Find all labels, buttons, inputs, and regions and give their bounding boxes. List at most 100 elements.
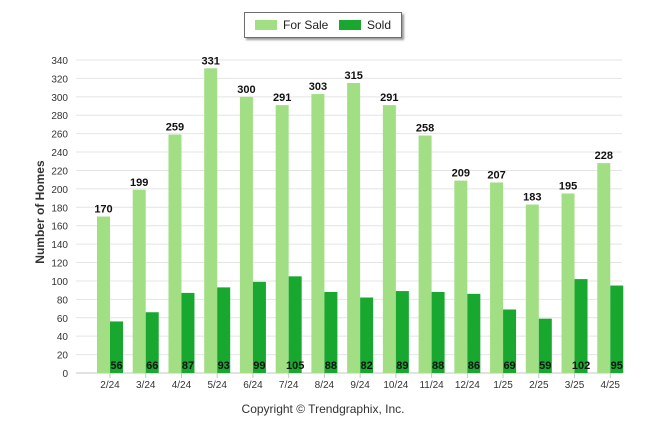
x-tick-label: 5/24 — [207, 380, 227, 391]
data-label-for-sale: 209 — [452, 168, 470, 180]
data-label-sold: 86 — [468, 360, 480, 372]
bar-for-sale — [132, 189, 146, 373]
bar-for-sale — [347, 83, 361, 373]
legend-label-sold: Sold — [367, 18, 392, 32]
bar-for-sale — [239, 96, 253, 373]
bar-sold — [360, 297, 374, 373]
bar-for-sale — [454, 180, 468, 373]
bar-for-sale — [418, 135, 432, 373]
y-tick-label: 40 — [57, 332, 69, 343]
data-label-for-sale: 199 — [130, 177, 148, 189]
legend-swatch-sold — [339, 20, 361, 30]
data-label-sold: 95 — [611, 360, 623, 372]
data-label-sold: 56 — [110, 360, 122, 372]
x-tick-label: 3/25 — [565, 380, 585, 391]
bar-for-sale — [382, 105, 396, 373]
bar-sold — [395, 291, 409, 373]
x-tick-label: 12/24 — [455, 380, 480, 391]
data-label-for-sale: 258 — [416, 122, 434, 134]
y-tick-label: 100 — [51, 277, 68, 288]
data-label-sold: 93 — [218, 360, 230, 372]
y-tick-label: 280 — [51, 111, 68, 122]
y-tick-label: 260 — [51, 130, 68, 141]
data-label-sold: 89 — [396, 360, 408, 372]
y-tick-label: 160 — [51, 222, 68, 233]
x-tick-label: 8/24 — [315, 380, 335, 391]
data-label-sold: 69 — [503, 360, 515, 372]
bar-for-sale — [490, 182, 504, 373]
legend-item-for-sale: For Sale — [255, 18, 328, 32]
y-tick-label: 200 — [51, 185, 68, 196]
x-tick-label: 1/25 — [493, 380, 513, 391]
x-tick-label: 11/24 — [419, 380, 444, 391]
bar-sold — [503, 309, 517, 373]
bar-sold — [181, 292, 195, 373]
y-tick-label: 180 — [51, 203, 68, 214]
bar-sold — [574, 279, 588, 373]
data-label-sold: 105 — [286, 360, 304, 372]
y-tick-label: 320 — [51, 74, 68, 85]
data-label-for-sale: 259 — [166, 122, 184, 134]
data-label-for-sale: 170 — [94, 204, 112, 216]
bar-for-sale — [168, 134, 182, 373]
data-label-for-sale: 183 — [523, 192, 541, 204]
bar-for-sale — [97, 216, 110, 373]
data-label-sold: 87 — [182, 360, 194, 372]
bar-for-sale — [204, 68, 218, 374]
x-tick-label: 2/25 — [529, 380, 549, 391]
y-tick-label: 220 — [51, 166, 68, 177]
bar-for-sale — [311, 94, 325, 373]
y-tick-label: 80 — [57, 295, 69, 306]
x-tick-label: 7/24 — [279, 380, 299, 391]
y-tick-label: 340 — [51, 56, 68, 67]
bar-sold — [538, 318, 552, 373]
y-tick-label: 300 — [51, 93, 68, 104]
data-label-sold: 88 — [325, 360, 337, 372]
data-label-sold: 66 — [146, 360, 158, 372]
data-label-for-sale: 195 — [559, 180, 577, 192]
bar-sold — [610, 285, 624, 373]
x-tick-label: 2/24 — [100, 380, 120, 391]
legend-swatch-for-sale — [255, 20, 277, 30]
bar-sold — [467, 293, 481, 373]
data-label-for-sale: 291 — [273, 92, 291, 104]
copyright-text: Copyright © Trendgraphix, Inc. — [241, 402, 405, 416]
data-label-for-sale: 291 — [380, 92, 398, 104]
data-label-sold: 88 — [432, 360, 444, 372]
data-label-for-sale: 228 — [595, 150, 613, 162]
data-label-for-sale: 331 — [202, 55, 220, 67]
bar-sold — [324, 291, 338, 373]
legend-label-for-sale: For Sale — [283, 18, 329, 32]
y-tick-label: 240 — [51, 148, 68, 159]
bar-sold — [431, 291, 445, 373]
data-label-sold: 59 — [539, 360, 551, 372]
data-label-sold: 82 — [361, 360, 373, 372]
y-tick-label: 20 — [57, 351, 69, 362]
y-tick-label: 140 — [51, 240, 68, 251]
y-tick-label: 60 — [57, 314, 69, 325]
y-tick-label: 120 — [51, 259, 68, 270]
bar-sold — [252, 281, 266, 373]
data-label-for-sale: 300 — [237, 84, 255, 96]
y-tick-label: 0 — [62, 369, 68, 380]
bar-sold — [217, 287, 231, 373]
x-tick-label: 10/24 — [383, 380, 408, 391]
x-tick-label: 4/25 — [601, 380, 621, 391]
bar-for-sale — [525, 204, 539, 373]
bar-for-sale — [275, 105, 289, 373]
data-label-for-sale: 207 — [487, 169, 505, 181]
x-tick-label: 9/24 — [350, 380, 370, 391]
legend-item-sold: Sold — [339, 18, 391, 32]
x-tick-label: 6/24 — [243, 380, 263, 391]
bar-sold — [110, 321, 123, 373]
x-tick-label: 3/24 — [136, 380, 156, 391]
data-label-for-sale: 303 — [309, 81, 327, 93]
bar-for-sale — [561, 193, 575, 373]
bar-sold — [288, 276, 302, 373]
x-tick-label: 4/24 — [172, 380, 192, 391]
bar-sold — [145, 312, 159, 373]
data-label-sold: 102 — [572, 360, 590, 372]
data-label-for-sale: 315 — [344, 70, 362, 82]
